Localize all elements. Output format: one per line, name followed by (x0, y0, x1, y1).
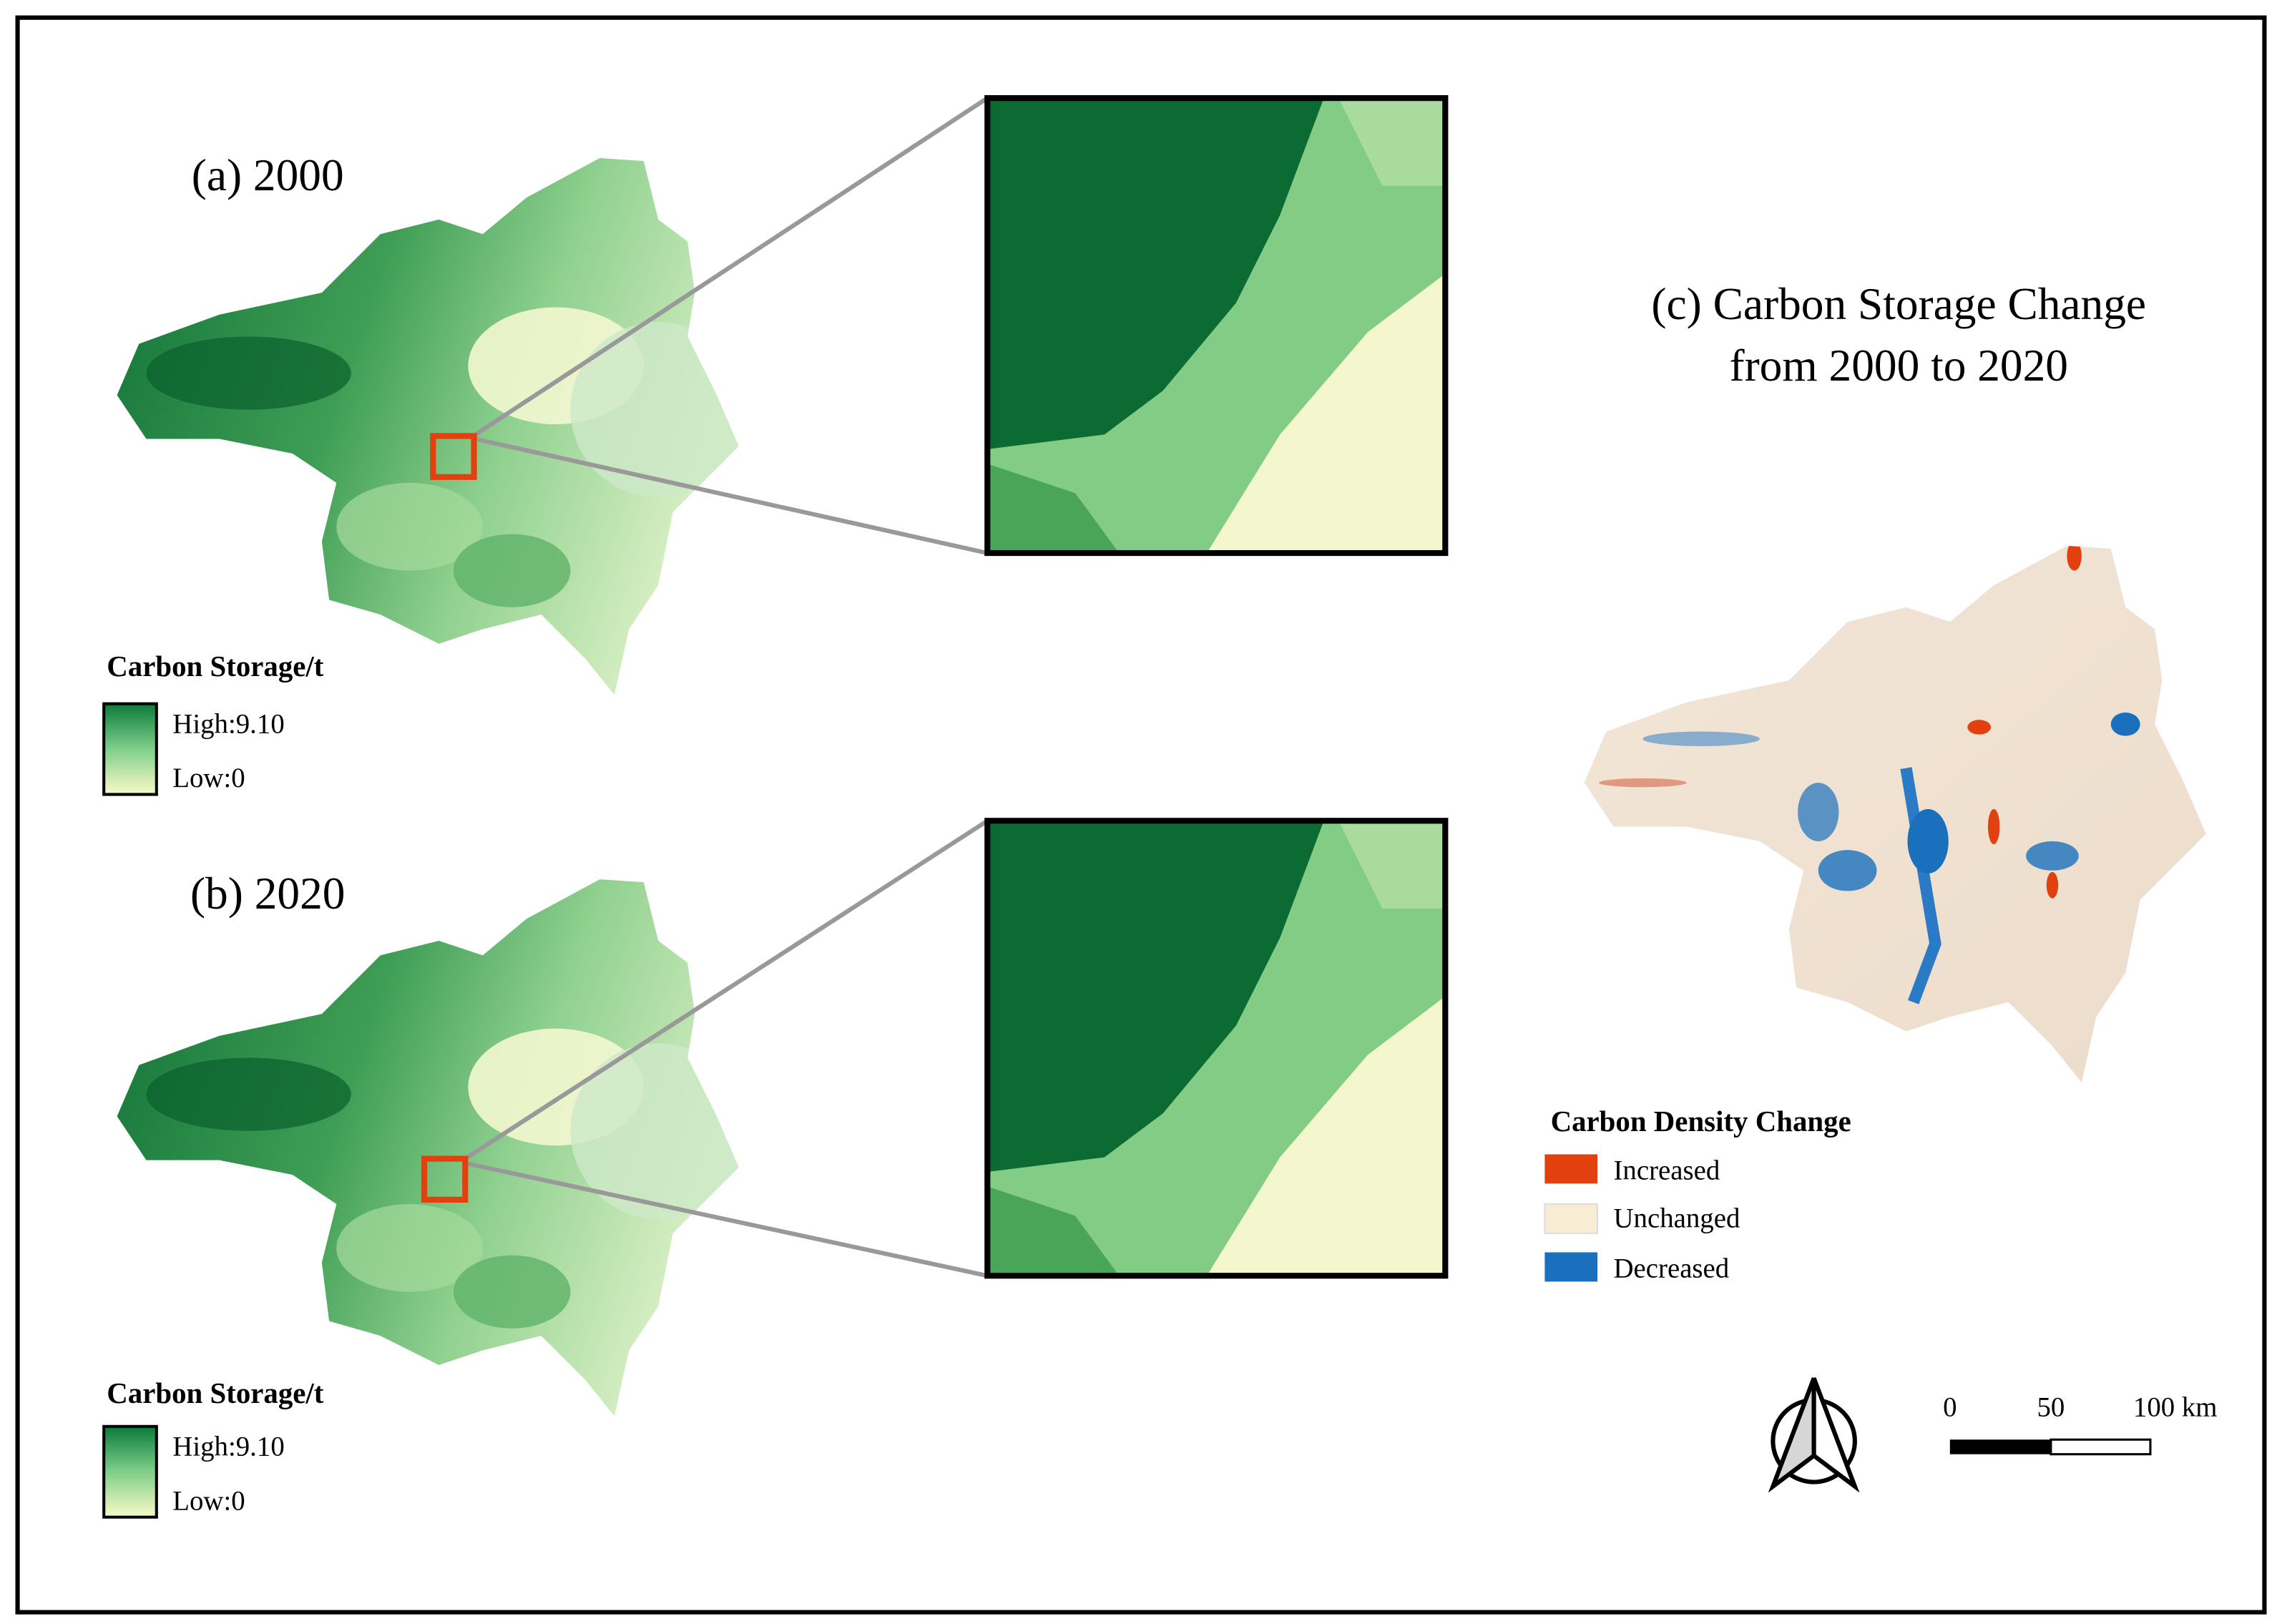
scale-label: 50 (2037, 1392, 2065, 1423)
panel-title: (c) Carbon Storage Change (1651, 279, 2146, 329)
legend-low: Low:0 (172, 1485, 245, 1516)
legend-ramp (102, 702, 158, 796)
panel-a: (a) 2000 Carbon Storage/t High:9.10 Low:… (102, 96, 1445, 796)
legend-swatch (1544, 1203, 1599, 1234)
panel-title: from 2000 to 2020 (1729, 341, 2068, 391)
panel-title: (b) 2020 (190, 869, 346, 919)
panel-b: (b) 2020 Carbon Storage/t High:9.10 Low:… (102, 818, 1445, 1519)
zoom-map (987, 821, 1445, 1276)
change-patches (1599, 545, 2140, 1004)
legend-high: High:9.10 (172, 1432, 284, 1462)
zoom-line (474, 96, 989, 436)
zoom-map (987, 98, 1445, 553)
zoom-line (464, 818, 989, 1161)
legend-swatch (1544, 1252, 1597, 1282)
zoom-marker (430, 433, 477, 480)
scale-label: 100 km (2133, 1392, 2218, 1423)
panel-title: (a) 2000 (192, 150, 344, 200)
legend-label: Decreased (1613, 1253, 1729, 1283)
zoom-line (474, 436, 988, 556)
legend-high: High:9.10 (172, 709, 284, 740)
legend-low: Low:0 (172, 763, 245, 793)
change-map (1584, 545, 2206, 1083)
scale-bar: 0 50 100 km (1943, 1392, 2218, 1456)
legend-label: Unchanged (1613, 1203, 1740, 1234)
panel-c: (c) Carbon Storage Change from 2000 to 2… (1544, 279, 2206, 1283)
zoom-marker (421, 1155, 469, 1203)
legend-title: Carbon Storage/t (107, 650, 324, 683)
legend-swatch (1544, 1154, 1597, 1184)
scale-segment (1949, 1439, 2051, 1454)
legend-title: Carbon Density Change (1551, 1105, 1851, 1138)
legend-title: Carbon Storage/t (107, 1377, 324, 1409)
legend-ramp (102, 1424, 158, 1519)
zoom-line (464, 1160, 988, 1278)
north-arrow (1768, 1377, 1860, 1493)
scale-segment (2050, 1438, 2152, 1456)
legend-label: Increased (1613, 1155, 1720, 1185)
scale-label: 0 (1943, 1392, 1957, 1423)
